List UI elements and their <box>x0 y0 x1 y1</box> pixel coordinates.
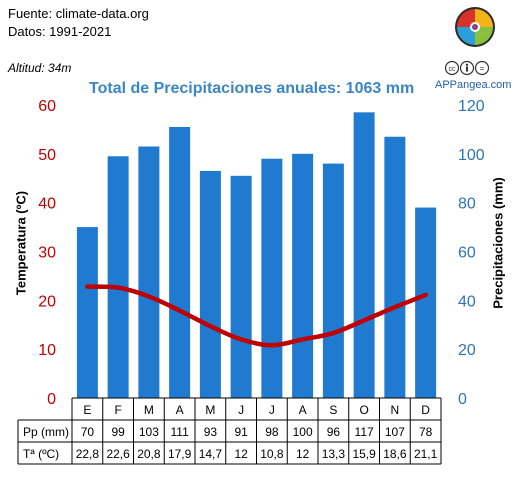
left-tick-label: 0 <box>47 391 56 408</box>
left-tick-label: 10 <box>38 342 56 359</box>
right-tick-label: 60 <box>458 245 476 262</box>
precip-bar <box>322 163 344 398</box>
left-tick-label: 50 <box>38 147 56 164</box>
table-cell: 100 <box>293 425 313 439</box>
precip-bar <box>415 207 437 398</box>
svg-text:cc: cc <box>449 66 457 73</box>
month-label: F <box>114 403 121 417</box>
period-label: Datos: 1991-2021 <box>8 24 112 39</box>
table-cell: 111 <box>171 425 190 439</box>
left-tick-label: 60 <box>38 98 56 115</box>
precip-bar <box>353 112 375 398</box>
right-tick-label: 20 <box>458 342 476 359</box>
right-tick-label: 40 <box>458 293 476 310</box>
month-label: E <box>83 403 91 417</box>
month-label: M <box>205 403 215 417</box>
right-tick-label: 80 <box>458 196 476 213</box>
temperature-line <box>85 284 428 348</box>
table-cell: 12 <box>296 447 310 461</box>
table-cell: 22,6 <box>106 447 130 461</box>
table-cell: 18,6 <box>383 447 407 461</box>
table-row-label: Tª (ºC) <box>23 447 59 461</box>
precip-bar <box>169 126 191 398</box>
creative-commons-icons: cc = <box>444 60 490 76</box>
table-cell: 22,8 <box>76 447 100 461</box>
brand-label: APPangea.com <box>435 79 512 91</box>
table-cell: 99 <box>111 425 125 439</box>
right-tick-label: 100 <box>458 147 485 164</box>
table-cell: 91 <box>234 425 248 439</box>
month-label: J <box>238 403 244 417</box>
table-cell: 13,3 <box>322 447 346 461</box>
precip-bar <box>76 227 98 398</box>
table-cell: 17,9 <box>168 447 192 461</box>
table-cell: 21,1 <box>414 447 438 461</box>
month-label: N <box>391 403 400 417</box>
precip-bar <box>138 146 160 398</box>
table-cell: 12 <box>234 447 248 461</box>
left-tick-label: 40 <box>38 196 56 213</box>
precip-bar <box>199 170 221 398</box>
left-tick-label: 30 <box>38 245 56 262</box>
month-label: J <box>269 403 275 417</box>
table-cell: 98 <box>265 425 279 439</box>
chart-title: Total de Precipitaciones anuales: 1063 m… <box>89 80 415 97</box>
table-cell: 103 <box>139 425 159 439</box>
precip-bar <box>384 136 406 398</box>
table-cell: 15,9 <box>352 447 376 461</box>
precip-bar <box>292 153 314 398</box>
table-cell: 10,8 <box>260 447 284 461</box>
month-label: A <box>176 403 184 417</box>
month-label: A <box>299 403 307 417</box>
table-cell: 96 <box>327 425 341 439</box>
right-tick-label: 120 <box>458 98 485 115</box>
month-label: M <box>144 403 154 417</box>
table-cell: 117 <box>355 425 374 439</box>
table-cell: 20,8 <box>137 447 161 461</box>
table-row-label: Pp (mm) <box>23 425 69 439</box>
month-label: S <box>329 403 337 417</box>
puzzle-globe-logo <box>455 7 495 47</box>
left-tick-label: 20 <box>38 293 56 310</box>
altitude-label: Altitud: 34m <box>8 61 72 75</box>
month-label: D <box>421 403 430 417</box>
svg-text:=: = <box>480 64 485 73</box>
table-cell: 107 <box>385 425 405 439</box>
table-cell: 70 <box>81 425 95 439</box>
table-cell: 14,7 <box>199 447 223 461</box>
source-label: Fuente: climate-data.org <box>8 6 149 21</box>
precip-bar <box>261 158 283 398</box>
right-tick-label: 0 <box>458 391 467 408</box>
table-cell: 78 <box>419 425 433 439</box>
table-cell: 93 <box>204 425 218 439</box>
precip-bar <box>230 175 252 398</box>
month-label: O <box>359 403 368 417</box>
precip-bar <box>107 156 129 398</box>
